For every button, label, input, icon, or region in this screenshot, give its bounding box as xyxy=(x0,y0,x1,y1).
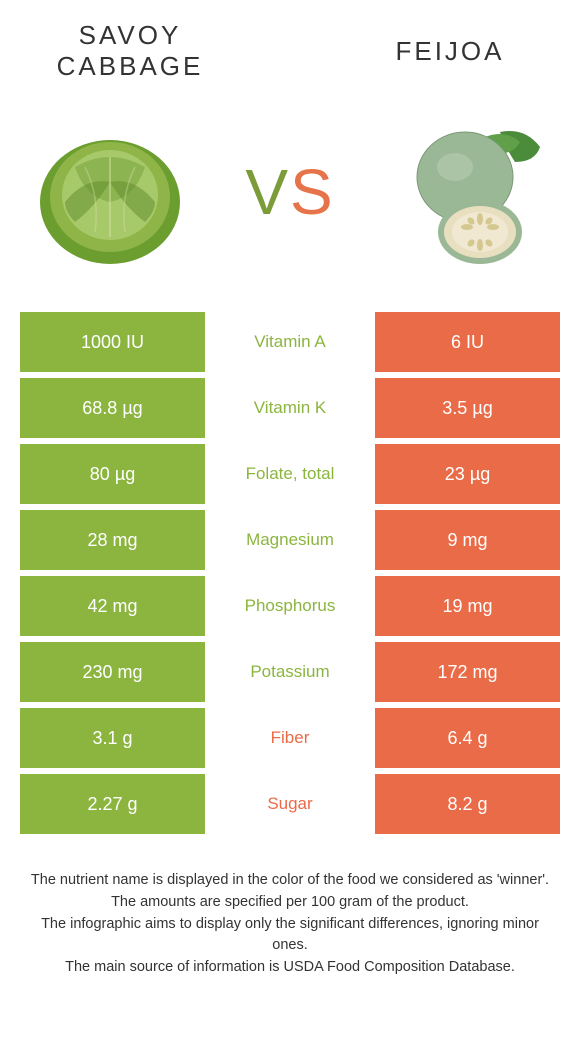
cell-right-value: 19 mg xyxy=(375,576,560,636)
food-title-left-line2: Cabbage xyxy=(57,51,204,81)
cabbage-icon xyxy=(25,107,195,277)
vs-v-letter: V xyxy=(245,156,290,228)
cell-left-value: 68.8 µg xyxy=(20,378,205,438)
food-title-left-line1: Savoy xyxy=(79,20,182,50)
footer-line: The nutrient name is displayed in the co… xyxy=(25,870,555,892)
table-row: 80 µgFolate, total23 µg xyxy=(20,444,560,504)
table-row: 2.27 gSugar8.2 g xyxy=(20,774,560,834)
cell-nutrient-label: Vitamin A xyxy=(205,312,375,372)
cell-right-value: 23 µg xyxy=(375,444,560,504)
cell-left-value: 28 mg xyxy=(20,510,205,570)
cell-right-value: 172 mg xyxy=(375,642,560,702)
cell-nutrient-label: Fiber xyxy=(205,708,375,768)
table-row: 230 mgPotassium172 mg xyxy=(20,642,560,702)
footer-line: The amounts are specified per 100 gram o… xyxy=(25,892,555,914)
table-row: 68.8 µgVitamin K3.5 µg xyxy=(20,378,560,438)
feijoa-icon xyxy=(385,107,555,277)
cell-left-value: 42 mg xyxy=(20,576,205,636)
cell-right-value: 9 mg xyxy=(375,510,560,570)
cell-nutrient-label: Phosphorus xyxy=(205,576,375,636)
cell-left-value: 230 mg xyxy=(20,642,205,702)
cell-nutrient-label: Potassium xyxy=(205,642,375,702)
images-row: VS xyxy=(0,92,580,312)
food-image-right xyxy=(380,102,560,282)
food-title-left: Savoy Cabbage xyxy=(30,20,230,82)
cell-left-value: 1000 IU xyxy=(20,312,205,372)
footer-line: The infographic aims to display only the… xyxy=(25,914,555,958)
vs-s-letter: S xyxy=(290,156,335,228)
comparison-table: 1000 IUVitamin A6 IU68.8 µgVitamin K3.5 … xyxy=(0,312,580,834)
footer-line: The main source of information is USDA F… xyxy=(25,957,555,979)
cell-nutrient-label: Folate, total xyxy=(205,444,375,504)
cell-right-value: 8.2 g xyxy=(375,774,560,834)
cell-nutrient-label: Sugar xyxy=(205,774,375,834)
table-row: 1000 IUVitamin A6 IU xyxy=(20,312,560,372)
cell-left-value: 3.1 g xyxy=(20,708,205,768)
food-image-left xyxy=(20,102,200,282)
cell-nutrient-label: Magnesium xyxy=(205,510,375,570)
vs-label: VS xyxy=(245,155,334,229)
table-row: 28 mgMagnesium9 mg xyxy=(20,510,560,570)
table-row: 42 mgPhosphorus19 mg xyxy=(20,576,560,636)
cell-right-value: 6.4 g xyxy=(375,708,560,768)
cell-nutrient-label: Vitamin K xyxy=(205,378,375,438)
cell-right-value: 6 IU xyxy=(375,312,560,372)
header: Savoy Cabbage Feijoa xyxy=(0,0,580,92)
food-title-right: Feijoa xyxy=(350,36,550,67)
cell-left-value: 80 µg xyxy=(20,444,205,504)
cell-left-value: 2.27 g xyxy=(20,774,205,834)
table-row: 3.1 gFiber6.4 g xyxy=(20,708,560,768)
footer-text: The nutrient name is displayed in the co… xyxy=(0,840,580,999)
cell-right-value: 3.5 µg xyxy=(375,378,560,438)
